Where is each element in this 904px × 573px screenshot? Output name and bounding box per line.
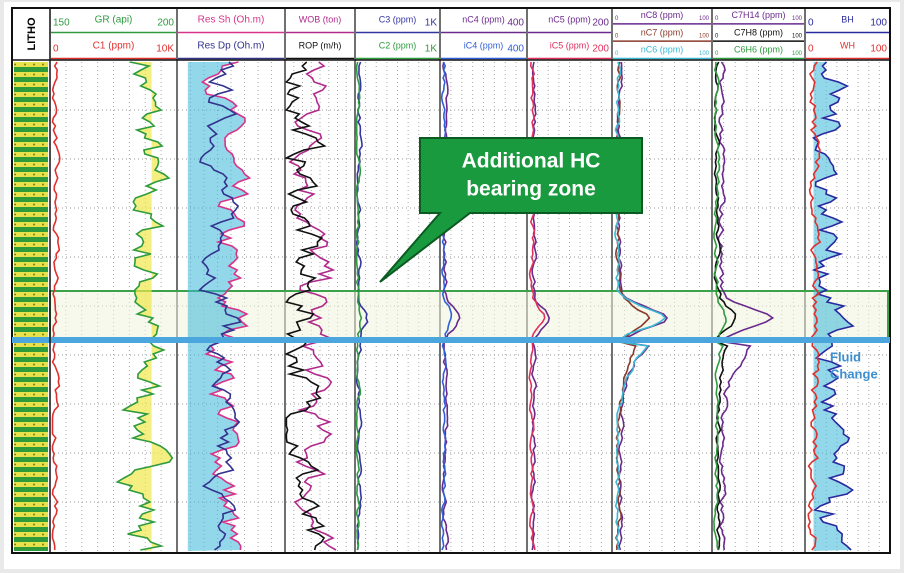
scale-min: 0 <box>615 51 619 57</box>
gr-fill <box>117 62 173 551</box>
curve-label: nC8 (ppm) <box>641 10 684 20</box>
scale-max: 200 <box>592 44 609 55</box>
curve <box>713 61 737 551</box>
curve <box>51 61 61 550</box>
scale-max: 200 <box>592 18 609 29</box>
scale-min: 150 <box>53 18 70 29</box>
litho-column <box>14 62 48 551</box>
curve-label: C6H6 (ppm) <box>734 45 783 55</box>
curve-label: C3 (ppm) <box>379 14 417 24</box>
scale-max: 400 <box>507 18 524 29</box>
curve-label: iC4 (ppm) <box>464 40 504 50</box>
scale-max: 400 <box>507 44 524 55</box>
scale-max: 200 <box>157 18 174 29</box>
fluid-change-line <box>12 337 890 343</box>
fluid-label: Change <box>830 366 878 381</box>
scale-min: 0 <box>715 51 719 57</box>
curve-label: C7H8 (ppm) <box>734 27 783 37</box>
scale-min: 0 <box>715 34 719 40</box>
scale-max: 100 <box>792 51 803 57</box>
scale-min: 0 <box>808 18 814 29</box>
callout: Additional HC bearing zone <box>379 137 643 283</box>
scale-max: 100 <box>870 18 887 29</box>
curve <box>200 61 252 551</box>
scale-min: 0 <box>715 16 719 22</box>
hc-zone <box>49 290 889 339</box>
curve-fill <box>813 62 853 551</box>
scale-max: 100 <box>699 51 710 57</box>
curve <box>288 61 337 551</box>
curve <box>713 62 727 551</box>
curve-label: C1 (ppm) <box>93 41 135 52</box>
scale-max: 10K <box>156 44 174 55</box>
curve-label: WH <box>840 40 855 50</box>
callout-text: bearing zone <box>466 178 596 201</box>
scale-min: 0 <box>53 44 59 55</box>
scale-max: 1K <box>425 18 438 29</box>
curves <box>51 61 855 551</box>
callout-box <box>379 137 643 283</box>
curve <box>197 61 242 551</box>
curve-label: iC5 (ppm) <box>550 40 590 50</box>
curve <box>355 61 363 551</box>
fluid-label: Fluid <box>830 349 861 364</box>
litho-label: LITHO <box>26 17 38 50</box>
scale-min: 0 <box>808 44 814 55</box>
curve <box>717 61 775 551</box>
scale-max: 100 <box>699 34 710 40</box>
callout-text: Additional HC <box>462 150 601 173</box>
curve-label: C7H14 (ppm) <box>731 10 785 20</box>
curve-label: WOB (ton) <box>299 14 342 24</box>
curve-label: nC4 (ppm) <box>462 14 505 24</box>
curve-label: GR (api) <box>95 15 133 26</box>
scale-max: 100 <box>792 34 803 40</box>
curve <box>807 61 822 551</box>
curve-label: Res Dp (Oh.m) <box>197 41 264 52</box>
curve-label: BH <box>841 14 854 24</box>
curve-label: nC7 (ppm) <box>641 27 684 37</box>
scale-max: 100 <box>870 44 887 55</box>
curve <box>355 61 369 551</box>
scale-min: 0 <box>615 16 619 22</box>
curve-label: nC5 (ppm) <box>548 14 591 24</box>
curve-label: ROP (m/h) <box>299 40 342 50</box>
scale-max: 100 <box>699 16 710 22</box>
scale-max: 1K <box>425 44 438 55</box>
curve <box>284 61 327 551</box>
curve-label: Res Sh (Oh.m) <box>198 15 265 26</box>
curve-label: nC6 (ppm) <box>641 45 684 55</box>
scale-max: 100 <box>792 16 803 22</box>
curve <box>115 61 174 551</box>
curve-label: C2 (ppm) <box>379 40 417 50</box>
scale-min: 0 <box>615 34 619 40</box>
